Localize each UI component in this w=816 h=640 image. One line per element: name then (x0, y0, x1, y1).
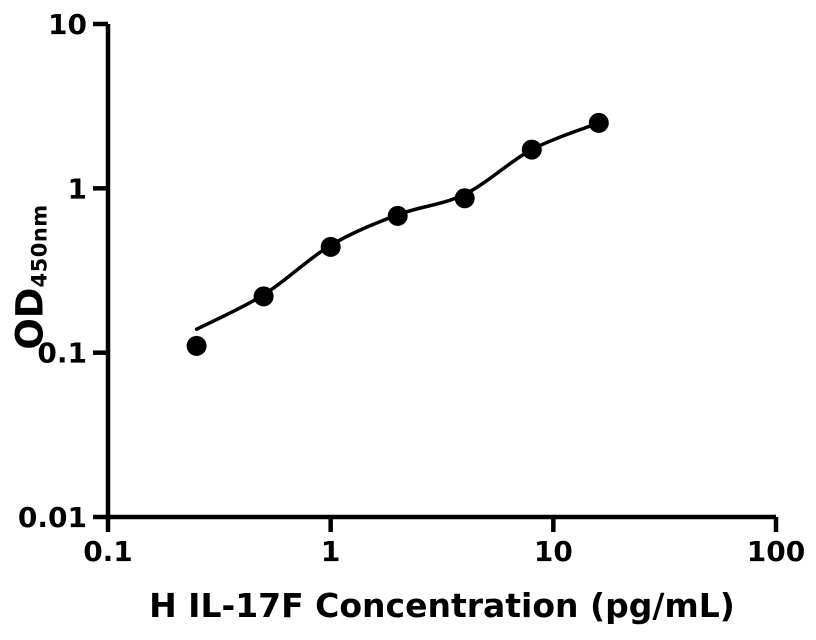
data-point (454, 188, 475, 209)
axis-spines (105, 24, 776, 520)
data-point (588, 112, 609, 133)
x-tick-label: 0.1 (83, 535, 133, 568)
x-axis-title: H IL-17F Concentration (pg/mL) (149, 586, 735, 625)
y-tick-label: 0.01 (18, 501, 87, 534)
data-point (521, 139, 542, 160)
y-tick-label: 0.1 (37, 337, 87, 370)
data-point (387, 205, 408, 226)
x-tick-label: 10 (534, 535, 573, 568)
x-tick-label: 100 (747, 535, 805, 568)
y-tick-label: 10 (48, 8, 87, 41)
y-axis-title-main: OD (8, 287, 52, 350)
y-tick-label: 1 (68, 172, 87, 205)
y-axis-title: OD450nm (9, 204, 52, 349)
data-point (253, 286, 274, 307)
data-point (186, 335, 207, 356)
x-tick-label: 1 (321, 535, 340, 568)
y-axis-title-subscript: 450nm (27, 204, 52, 288)
data-point (320, 236, 341, 257)
